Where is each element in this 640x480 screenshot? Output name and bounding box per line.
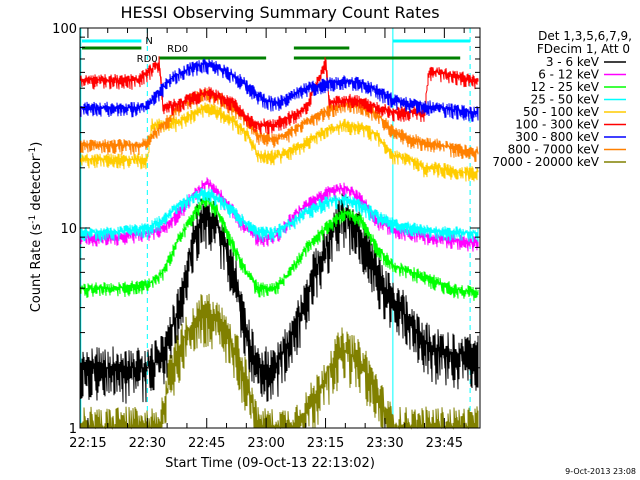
legend-entry-label: 12 - 25 keV	[531, 80, 600, 94]
timestamp-label: 9-Oct-2013 23:08	[565, 467, 636, 476]
y-tick-label: 10	[60, 222, 77, 237]
series-trace	[80, 58, 479, 122]
x-tick-label: 23:30	[366, 436, 403, 451]
x-tick-label: 23:45	[426, 436, 463, 451]
chart-title: HESSI Observing Summary Count Rates	[120, 3, 439, 22]
legend-entry-label: 50 - 100 keV	[523, 105, 600, 119]
legend-entry-label: 25 - 50 keV	[531, 93, 600, 107]
y-axis-label: Count Rate (s-1 detector-1)	[28, 142, 44, 313]
legend-entry-label: 3 - 6 keV	[546, 55, 600, 69]
legend-header-line-2: FDecim 1, Att 0	[537, 42, 630, 56]
legend-entry-label: 100 - 300 keV	[515, 118, 599, 132]
legend-header-line-1: Det 1,3,5,6,7,9,	[538, 29, 632, 43]
y-tick-label: 1	[69, 422, 77, 437]
annotation-rd0: RD0	[137, 54, 158, 65]
annotation-rd0: RD0	[167, 44, 188, 55]
series-trace	[80, 195, 479, 301]
legend-entry-label: 6 - 12 keV	[538, 68, 600, 82]
x-tick-label: 22:15	[69, 436, 106, 451]
series-trace	[80, 193, 479, 404]
annotation-n: N	[145, 36, 152, 47]
x-tick-label: 22:45	[188, 436, 225, 451]
series-trace	[80, 56, 479, 135]
x-tick-label: 22:30	[129, 436, 166, 451]
legend: Det 1,3,5,6,7,9, FDecim 1, Att 0 3 - 6 k…	[492, 29, 632, 169]
series-trace	[80, 102, 479, 182]
x-tick-label: 23:00	[247, 436, 284, 451]
legend-entry-label: 800 - 7000 keV	[508, 143, 600, 157]
legend-entry-label: 300 - 800 keV	[515, 130, 599, 144]
x-tick-label: 23:15	[307, 436, 344, 451]
y-tick-label: 100	[52, 22, 77, 37]
legend-entry-label: 7000 - 20000 keV	[492, 155, 599, 169]
series-trace	[80, 188, 479, 243]
series-trace	[80, 88, 479, 162]
x-axis-label: Start Time (09-Oct-13 22:13:02)	[165, 456, 375, 471]
plot-frame	[79, 27, 481, 429]
